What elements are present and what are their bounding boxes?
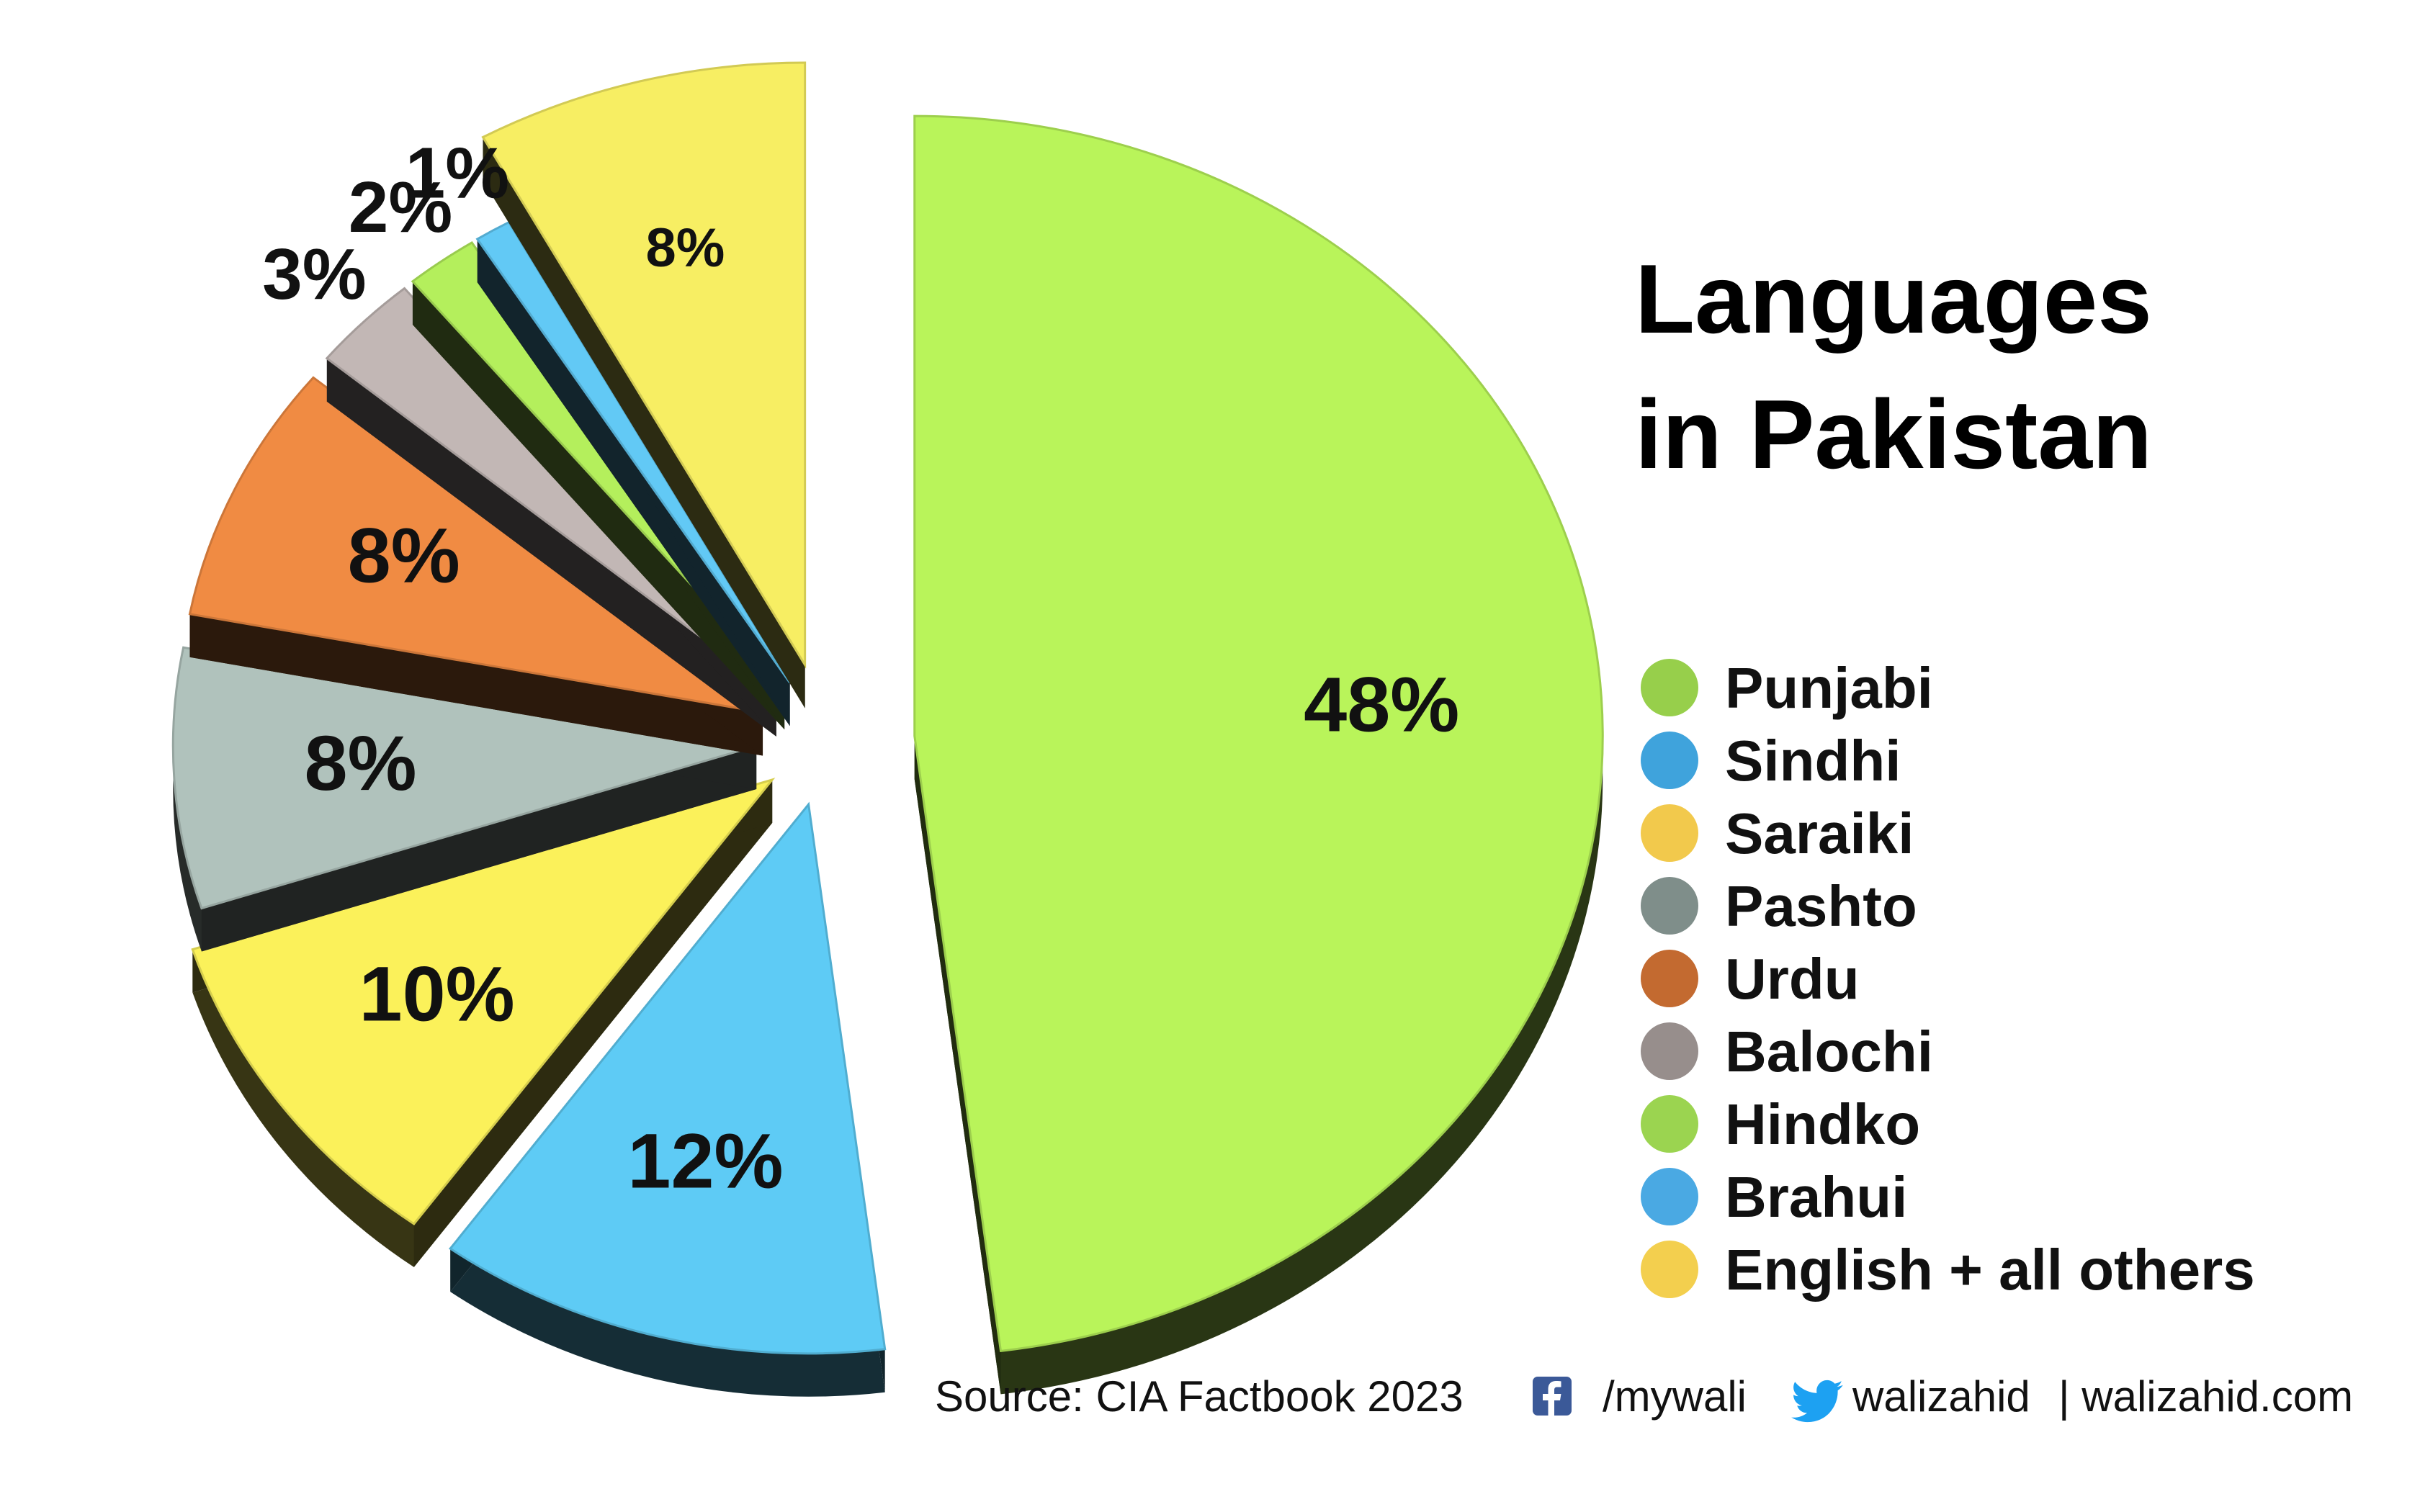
- slice-wall: [477, 239, 790, 726]
- legend-swatch: [1641, 804, 1698, 862]
- legend-swatch: [1641, 1241, 1698, 1298]
- slice-label-hindko: 2%: [349, 167, 453, 248]
- legend-item: Punjabi: [1641, 656, 1933, 720]
- website-text: | walizahid.com: [2058, 1372, 2353, 1421]
- slice-wall: [413, 779, 773, 1267]
- slice-urdu: [188, 376, 763, 756]
- slice-sindhi: [448, 801, 887, 1397]
- slice-wall: [483, 137, 805, 708]
- slice-label-sindhi: 12%: [627, 1117, 783, 1204]
- legend-swatch: [1641, 659, 1698, 716]
- slice-label-punjabi: 48%: [1304, 660, 1459, 747]
- twitter-bird-icon: [1791, 1380, 1843, 1423]
- legend-swatch: [1641, 950, 1698, 1007]
- pie-slice-labels: 48% 12% 10% 8% 8% 3%2%1% 8%: [262, 133, 1459, 1205]
- legend-label: Sindhi: [1725, 729, 1901, 793]
- slice-label-saraiki: 10%: [359, 950, 515, 1038]
- slice-top: [913, 114, 1604, 1353]
- slice-wall: [201, 745, 757, 952]
- slice-label-urdu: 8%: [348, 511, 460, 598]
- legend: Punjabi Sindhi Saraiki Pashto Urdu Balochi Hin…: [1641, 656, 2255, 1302]
- slice-saraiki: [191, 778, 776, 1267]
- legend-label: Urdu: [1725, 947, 1860, 1011]
- slice-top: [191, 778, 776, 1225]
- slice-wall: [189, 613, 763, 756]
- chart-title-line-1: Languages: [1635, 244, 2152, 354]
- slice-top: [481, 61, 807, 669]
- facebook-icon: [1533, 1377, 1572, 1416]
- legend-item: Sindhi: [1641, 729, 1901, 793]
- slice-label-english-all-others: 8%: [646, 217, 725, 279]
- twitter-handle: walizahid: [1852, 1372, 2030, 1421]
- footer: Source: CIA Factbook 2023 /mywali waliza…: [935, 1372, 2353, 1423]
- legend-label: Hindko: [1725, 1092, 1920, 1156]
- slice-wall: [914, 736, 1001, 1395]
- legend-swatch: [1641, 1095, 1698, 1153]
- slice-label-pashto: 8%: [304, 719, 416, 806]
- slice-top: [171, 646, 757, 910]
- slice-wall: [412, 281, 785, 730]
- slice-top: [188, 376, 763, 714]
- legend-swatch: [1641, 1168, 1698, 1225]
- legend-label: Brahui: [1725, 1165, 1907, 1229]
- source-text: Source: CIA Factbook 2023: [935, 1372, 1464, 1421]
- pie-slices: [171, 61, 1604, 1397]
- slice-brahui: [475, 220, 791, 726]
- slice-top: [448, 801, 887, 1355]
- legend-label: Punjabi: [1725, 656, 1933, 720]
- slice-english-all-others: [481, 61, 807, 708]
- slice-punjabi: [913, 114, 1604, 1395]
- legend-swatch: [1641, 1022, 1698, 1080]
- legend-item: Balochi: [1641, 1020, 1933, 1084]
- slice-label-brahui: 1%: [405, 133, 510, 214]
- legend-item: English + all others: [1641, 1238, 2255, 1302]
- chart-title-line-2: in Pakistan: [1635, 379, 2152, 489]
- facebook-handle: /mywali: [1603, 1372, 1747, 1421]
- legend-swatch: [1641, 877, 1698, 935]
- legend-swatch: [1641, 732, 1698, 789]
- legend-item: Hindko: [1641, 1092, 1920, 1156]
- slice-label-balochi: 3%: [262, 234, 367, 315]
- slice-pashto: [171, 646, 757, 952]
- slice-wall: [326, 358, 776, 737]
- legend-label: Pashto: [1725, 874, 1917, 938]
- legend-label: Saraiki: [1725, 801, 1914, 865]
- legend-item: Pashto: [1641, 874, 1917, 938]
- legend-label: English + all others: [1725, 1238, 2255, 1302]
- legend-item: Brahui: [1641, 1165, 1907, 1229]
- legend-item: Saraiki: [1641, 801, 1914, 865]
- legend-label: Balochi: [1725, 1020, 1933, 1084]
- legend-item: Urdu: [1641, 947, 1860, 1011]
